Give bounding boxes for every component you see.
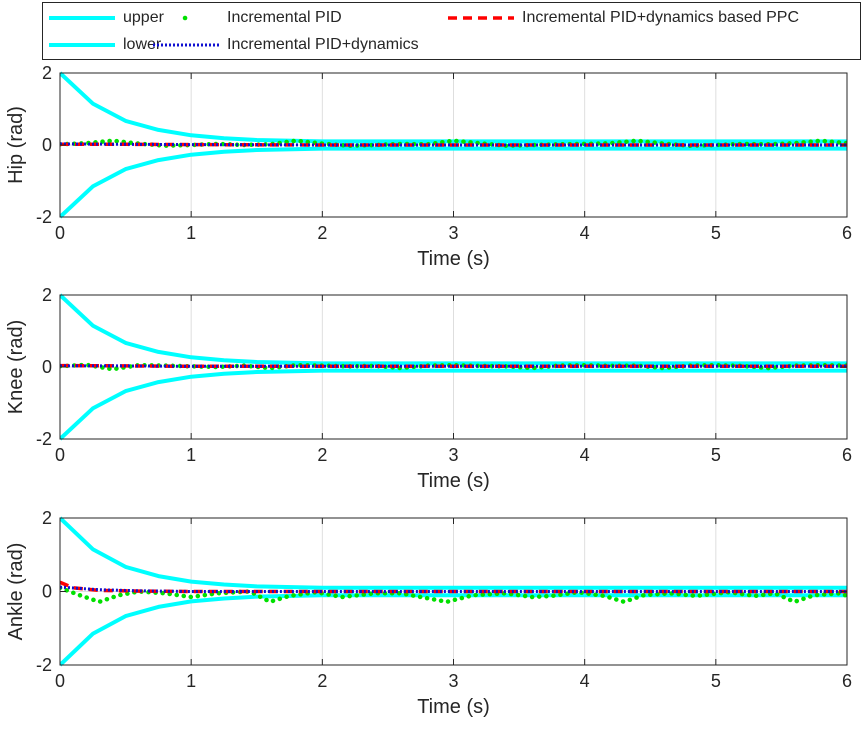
legend-label-lower: lower [123, 36, 162, 53]
panel-3-xlabel: Time (s) [417, 696, 490, 718]
panel-3-series-upper [60, 516, 847, 590]
panel-1-xtick-label-2: 2 [317, 223, 327, 243]
panel-3-series-incremental-pid [60, 585, 847, 605]
legend-item-incremental-pid-dynamics-ppc: Incremental PID+dynamics based PPC [444, 7, 799, 29]
legend-item-upper: upper [45, 7, 164, 29]
legend-label-incremental-pid: Incremental PID [227, 9, 342, 26]
legend: upper lower Incremental PID Incremental … [42, 2, 861, 60]
panel-1-xlabel: Time (s) [417, 248, 490, 270]
legend-sample-incremental-pid-dynamics [153, 43, 219, 47]
panel-3-xtick-label-0: 0 [55, 671, 65, 691]
legend-label-incremental-pid-dynamics: Incremental PID+dynamics [227, 36, 419, 53]
panel-1-xtick-label-3: 3 [448, 223, 458, 243]
legend-sample-incremental-pid-dynamics-ppc [448, 16, 514, 20]
panel-3-series [60, 516, 847, 667]
panel-1-ytick-label-0: 0 [42, 135, 52, 155]
panel-3-xtick-label-6: 6 [842, 671, 852, 691]
panel-1-series-lower [60, 146, 847, 219]
panel-2-xtick-label-4: 4 [580, 445, 590, 465]
panel-1-xtick-label-4: 4 [580, 223, 590, 243]
panel-1-ylabel: Hip (rad) [5, 106, 27, 184]
panel-1-xtick-label-5: 5 [711, 223, 721, 243]
panel-3-xtick-label-3: 3 [448, 671, 458, 691]
panel-3-xtick-label-1: 1 [186, 671, 196, 691]
legend-item-incremental-pid: Incremental PID [149, 7, 342, 29]
legend-sample-lower [49, 43, 115, 47]
panel-2-xtick-label-6: 6 [842, 445, 852, 465]
panel-1-ytick-label-2: -2 [36, 207, 52, 227]
legend-item-lower: lower [45, 34, 161, 56]
panel-1-xtick-label-6: 6 [842, 223, 852, 243]
panel-3-ytick-label-0: 0 [42, 582, 52, 602]
panel-3-ytick-label-2: -2 [36, 655, 52, 675]
panel-1-ytick-label-2: 2 [42, 63, 52, 83]
panel-2-xlabel: Time (s) [417, 470, 490, 492]
legend-sample-upper [49, 16, 115, 20]
panel-2-xtick-label-0: 0 [55, 445, 65, 465]
panel-3-xtick-label-2: 2 [317, 671, 327, 691]
panel-2-ylabel: Knee (rad) [5, 320, 27, 415]
panel-2-series [60, 293, 847, 441]
legend-label-incremental-pid-dynamics-ppc: Incremental PID+dynamics based PPC [522, 9, 800, 26]
panel-2-xtick-label-2: 2 [317, 445, 327, 465]
panel-3-ytick-label-2: 2 [42, 508, 52, 528]
panel-1-series-upper [60, 71, 847, 144]
panel-2-xtick-label-5: 5 [711, 445, 721, 465]
panel-1-series [60, 71, 847, 219]
panel-2-xtick-label-3: 3 [448, 445, 458, 465]
panel-3-ylabel: Ankle (rad) [5, 543, 27, 641]
panel-3-xtick-label-4: 4 [580, 671, 590, 691]
legend-item-incremental-pid-dynamics: Incremental PID+dynamics [149, 34, 419, 56]
panel-2-series-upper [60, 293, 847, 366]
panel-2-series-lower [60, 368, 847, 441]
panel-1-xtick-label-0: 0 [55, 223, 65, 243]
legend-sample-incremental-pid [182, 15, 188, 21]
panel-2-ytick-label-2: -2 [36, 429, 52, 449]
panel-3-series-lower [60, 593, 847, 667]
panel-1-series-incremental-pid-dynamics [60, 142, 847, 147]
panel-2-ytick-label-0: 0 [42, 357, 52, 377]
panel-3-xtick-label-5: 5 [711, 671, 721, 691]
panel-3-series-incremental-pid-dynamics [60, 585, 847, 593]
legend-label-upper: upper [123, 9, 164, 26]
panel-1-xtick-label-1: 1 [186, 223, 196, 243]
panel-2-ytick-label-2: 2 [42, 285, 52, 305]
panel-2-xtick-label-1: 1 [186, 445, 196, 465]
